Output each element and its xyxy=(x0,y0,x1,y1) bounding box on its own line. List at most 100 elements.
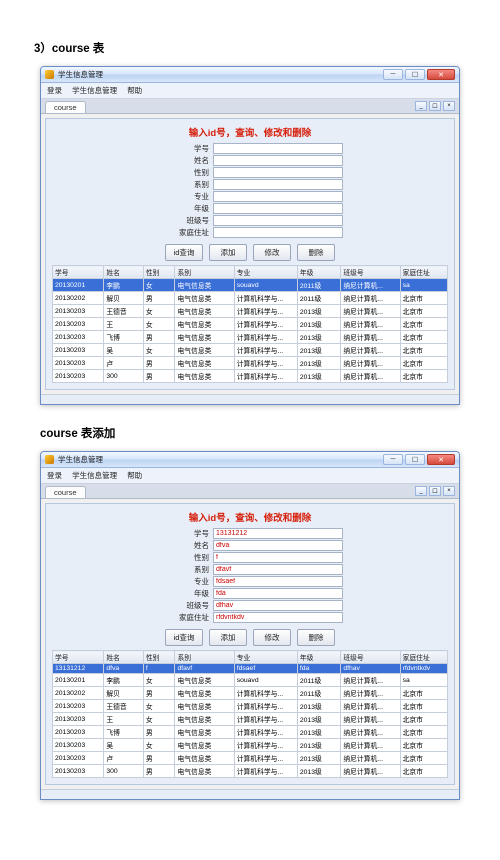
field-label: 性别 xyxy=(157,167,213,178)
table-cell: 北京市 xyxy=(400,752,447,765)
mdi-close-button[interactable]: × xyxy=(443,101,455,111)
field-input[interactable] xyxy=(213,143,343,154)
column-header[interactable]: 专业 xyxy=(234,266,297,279)
field-input[interactable] xyxy=(213,564,343,575)
action-button[interactable]: 添加 xyxy=(209,244,247,261)
field-label: 家庭住址 xyxy=(157,227,213,238)
maximize-button[interactable]: ☐ xyxy=(405,69,425,80)
tab-course[interactable]: course xyxy=(45,486,86,498)
table-row[interactable]: 20130203王德音女电气信息类计算机科学与...2013级纳尼计算机...北… xyxy=(53,700,448,713)
table-cell: 计算机科学与... xyxy=(234,370,297,383)
menu-login[interactable]: 登录 xyxy=(47,471,62,480)
table-cell: 李鹏 xyxy=(104,674,144,687)
table-row[interactable]: 20130202解贝男电气信息类计算机科学与...2011级纳尼计算机...北京… xyxy=(53,292,448,305)
column-header[interactable]: 年级 xyxy=(297,651,340,664)
menu-help[interactable]: 帮助 xyxy=(127,86,142,95)
table-row[interactable]: 20130203吴女电气信息类计算机科学与...2013级纳尼计算机...北京市 xyxy=(53,344,448,357)
table-row[interactable]: 20130203卢男电气信息类计算机科学与...2013级纳尼计算机...北京市 xyxy=(53,357,448,370)
mdi-max-button[interactable]: ☐ xyxy=(429,101,441,111)
table-row[interactable]: 20130203飞博男电气信息类计算机科学与...2013级纳尼计算机...北京… xyxy=(53,331,448,344)
table-cell: 北京市 xyxy=(400,726,447,739)
table-row[interactable]: 20130201李鹏女电气信息类souavd2011级纳尼计算机...sa xyxy=(53,279,448,292)
column-header[interactable]: 学号 xyxy=(53,651,104,664)
column-header[interactable]: 性别 xyxy=(143,651,175,664)
table-row[interactable]: 20130203卢男电气信息类计算机科学与...2013级纳尼计算机...北京市 xyxy=(53,752,448,765)
mdi-close-button[interactable]: × xyxy=(443,486,455,496)
column-header[interactable]: 家庭住址 xyxy=(400,651,447,664)
form-row: 家庭住址 xyxy=(52,227,448,238)
table-cell: 300 xyxy=(104,370,144,383)
field-input[interactable] xyxy=(213,600,343,611)
table-cell: 电气信息类 xyxy=(175,674,234,687)
table-row[interactable]: 20130203王女电气信息类计算机科学与...2013级纳尼计算机...北京市 xyxy=(53,713,448,726)
column-header[interactable]: 家庭住址 xyxy=(400,266,447,279)
maximize-button[interactable]: ☐ xyxy=(405,454,425,465)
column-header[interactable]: 姓名 xyxy=(104,266,144,279)
action-button[interactable]: 修改 xyxy=(253,244,291,261)
column-header[interactable]: 系别 xyxy=(175,651,234,664)
table-cell: 计算机科学与... xyxy=(234,713,297,726)
field-input[interactable] xyxy=(213,167,343,178)
table-row[interactable]: 20130203吴女电气信息类计算机科学与...2013级纳尼计算机...北京市 xyxy=(53,739,448,752)
field-input[interactable] xyxy=(213,179,343,190)
field-input[interactable] xyxy=(213,576,343,587)
action-button[interactable]: id查询 xyxy=(165,244,203,261)
column-header[interactable]: 班级号 xyxy=(341,266,400,279)
table-row[interactable]: 20130203王德音女电气信息类计算机科学与...2013级纳尼计算机...北… xyxy=(53,305,448,318)
tab-course[interactable]: course xyxy=(45,101,86,113)
field-input[interactable] xyxy=(213,191,343,202)
action-button[interactable]: 删除 xyxy=(297,244,335,261)
field-input[interactable] xyxy=(213,612,343,623)
minimize-button[interactable]: ─ xyxy=(383,69,403,80)
field-input[interactable] xyxy=(213,552,343,563)
field-input[interactable] xyxy=(213,155,343,166)
form-row: 学号 xyxy=(52,528,448,539)
close-button[interactable]: ✕ xyxy=(427,69,455,80)
field-input[interactable] xyxy=(213,215,343,226)
table-row[interactable]: 20130203王女电气信息类计算机科学与...2013级纳尼计算机...北京市 xyxy=(53,318,448,331)
field-input[interactable] xyxy=(213,203,343,214)
table-cell: 电气信息类 xyxy=(175,370,234,383)
action-button[interactable]: 添加 xyxy=(209,629,247,646)
table-cell: sa xyxy=(400,674,447,687)
menu-student[interactable]: 学生信息管理 xyxy=(72,86,117,95)
column-header[interactable]: 专业 xyxy=(234,651,297,664)
minimize-button[interactable]: ─ xyxy=(383,454,403,465)
field-input[interactable] xyxy=(213,227,343,238)
menu-login[interactable]: 登录 xyxy=(47,86,62,95)
section-heading-2: course 表添加 xyxy=(40,425,466,441)
table-cell: fda xyxy=(297,664,340,674)
table-row[interactable]: 20130203飞博男电气信息类计算机科学与...2013级纳尼计算机...北京… xyxy=(53,726,448,739)
table-row[interactable]: 20130201李鹏女电气信息类souavd2011级纳尼计算机...sa xyxy=(53,674,448,687)
tab-label: course xyxy=(54,103,77,112)
menu-student[interactable]: 学生信息管理 xyxy=(72,471,117,480)
table-cell: 计算机科学与... xyxy=(234,344,297,357)
data-table: 学号姓名性别系别专业年级班级号家庭住址13131212dfvafdfavffds… xyxy=(52,650,448,778)
close-button[interactable]: ✕ xyxy=(427,454,455,465)
column-header[interactable]: 姓名 xyxy=(104,651,144,664)
table-cell: 男 xyxy=(143,765,175,778)
field-label: 姓名 xyxy=(157,540,213,551)
column-header[interactable]: 性别 xyxy=(143,266,175,279)
table-row[interactable]: 20130203300男电气信息类计算机科学与...2013级纳尼计算机...北… xyxy=(53,765,448,778)
table-row[interactable]: 13131212dfvafdfavffdsaeffdadfhavrfdvntkd… xyxy=(53,664,448,674)
menu-help[interactable]: 帮助 xyxy=(127,471,142,480)
column-header[interactable]: 学号 xyxy=(53,266,104,279)
action-button[interactable]: id查询 xyxy=(165,629,203,646)
action-button[interactable]: 删除 xyxy=(297,629,335,646)
table-cell: 2013级 xyxy=(297,700,340,713)
table-cell: 男 xyxy=(143,292,175,305)
action-button[interactable]: 修改 xyxy=(253,629,291,646)
field-input[interactable] xyxy=(213,540,343,551)
mdi-iconify-button[interactable]: _ xyxy=(415,486,427,496)
table-cell: 王德音 xyxy=(104,700,144,713)
mdi-max-button[interactable]: ☐ xyxy=(429,486,441,496)
field-input[interactable] xyxy=(213,528,343,539)
mdi-iconify-button[interactable]: _ xyxy=(415,101,427,111)
column-header[interactable]: 系别 xyxy=(175,266,234,279)
field-input[interactable] xyxy=(213,588,343,599)
column-header[interactable]: 班级号 xyxy=(341,651,400,664)
table-row[interactable]: 20130202解贝男电气信息类计算机科学与...2011级纳尼计算机...北京… xyxy=(53,687,448,700)
column-header[interactable]: 年级 xyxy=(297,266,340,279)
table-row[interactable]: 20130203300男电气信息类计算机科学与...2013级纳尼计算机...北… xyxy=(53,370,448,383)
